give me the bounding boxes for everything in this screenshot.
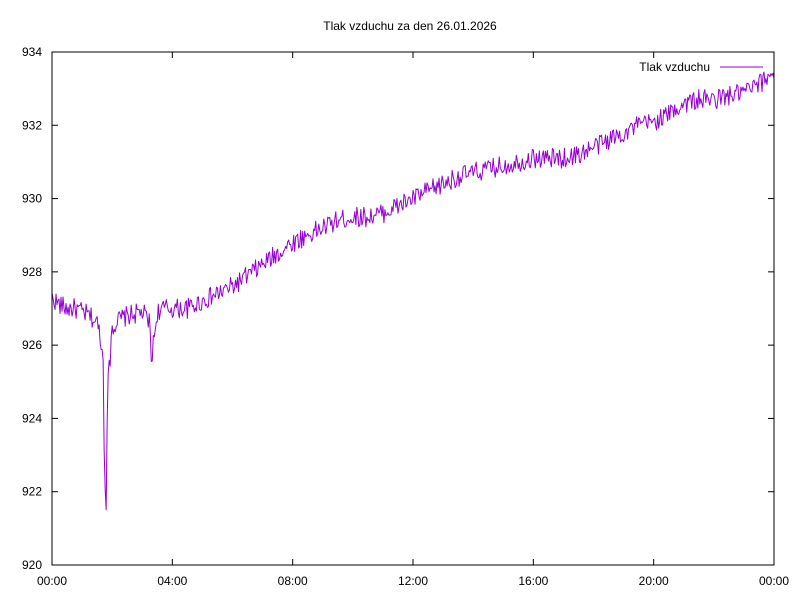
y-tick-label: 920	[22, 558, 42, 572]
x-tick-label: 00:00	[37, 574, 67, 588]
legend: Tlak vzduchu	[639, 60, 763, 74]
y-tick-label: 922	[22, 485, 42, 499]
y-axis: 920 922 924 926 928 930 932 934	[22, 45, 774, 572]
y-tick-label: 928	[22, 265, 42, 279]
y-tick-label: 932	[22, 118, 42, 132]
x-tick-label: 12:00	[398, 574, 428, 588]
y-tick-label: 926	[22, 338, 42, 352]
chart-title: Tlak vzduchu za den 26.01.2026	[323, 19, 497, 33]
y-tick-label: 924	[22, 411, 42, 425]
series-layer	[51, 71, 775, 511]
plot-frame	[51, 51, 775, 566]
x-tick-label: 04:00	[157, 574, 187, 588]
legend-label: Tlak vzduchu	[639, 60, 710, 74]
x-tick-label: 16:00	[518, 574, 548, 588]
series-line-tlak-vzduchu	[51, 71, 775, 511]
x-tick-label: 00:00	[759, 574, 789, 588]
y-tick-label: 930	[22, 192, 42, 206]
y-tick-label: 934	[22, 45, 42, 59]
x-tick-label: 08:00	[278, 574, 308, 588]
x-tick-label: 20:00	[639, 574, 669, 588]
